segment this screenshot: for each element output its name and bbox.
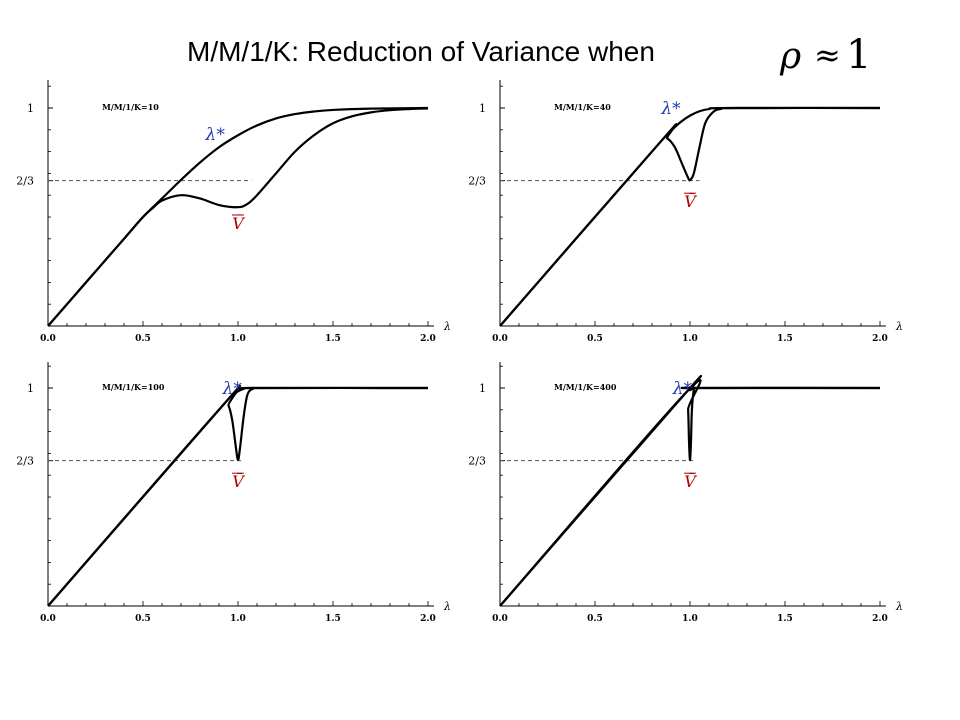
y-tick-label: 2/3	[16, 455, 34, 468]
v-bar-label: V̄	[684, 470, 697, 491]
slide-title: M/M/1/K: Reduction of Variance when ρ ≈ …	[0, 28, 960, 84]
x-tick-label: 0.5	[135, 334, 151, 344]
lambda-star-label: λ*	[672, 379, 693, 399]
x-tick-label: 0.5	[135, 614, 151, 624]
v-bar-curve	[499, 378, 881, 607]
x-tick-label: 0.0	[40, 614, 56, 624]
lambda-star-curve	[499, 106, 881, 327]
x-tick-label: 2.0	[420, 614, 436, 624]
formula-rho: ρ	[779, 36, 801, 77]
x-tick-label: 1.0	[682, 334, 698, 344]
panel-label: M/M/1/K=100	[102, 382, 165, 392]
v-bar-curve	[499, 106, 881, 327]
y-tick-label: 1	[27, 382, 34, 395]
x-tick-label: 1.5	[325, 614, 341, 624]
x-tick-label: 1.5	[325, 334, 341, 344]
formula-approx: ≈	[814, 36, 841, 74]
chart-panel-k100: 0.0 0.5 1.0 1.5 2.0 λ 1 2/3 M/M/1/K=100 λ* V̄	[16, 362, 451, 624]
formula-one: 1	[846, 32, 871, 78]
v-bar-label: V̄	[232, 470, 245, 491]
lambda-star-curve	[47, 384, 429, 607]
x-axis-name: λ	[443, 600, 451, 613]
lambda-star-label: λ*	[205, 125, 226, 145]
x-tick-label: 2.0	[872, 334, 888, 344]
rho-approx-one-formula: ρ ≈ 1	[779, 32, 871, 78]
x-tick-label: 1.5	[777, 334, 793, 344]
panel-label: M/M/1/K=10	[102, 102, 159, 112]
x-tick-label: 1.0	[682, 614, 698, 624]
x-tick-label: 0.0	[40, 334, 56, 344]
x-tick-label: 0.5	[587, 614, 603, 624]
x-tick-label: 0.0	[492, 334, 508, 344]
y-tick-label: 2/3	[468, 455, 486, 468]
lambda-star-label: λ*	[660, 99, 681, 119]
y-tick-label: 2/3	[16, 175, 34, 188]
y-tick-label: 1	[479, 382, 486, 395]
chart-panel-k400: 0.0 0.5 1.0 1.5 2.0 λ 1 2/3 M/M/1/K=400 λ* V̄	[468, 362, 903, 624]
chart-panel-k40: 0.0 0.5 1.0 1.5 2.0 λ 1 2/3 M/M/1/K=40 λ* V̄	[468, 80, 903, 344]
x-tick-label: 2.0	[420, 334, 436, 344]
y-tick-label: 2/3	[468, 175, 486, 188]
x-tick-label: 2.0	[872, 614, 888, 624]
lambda-star-label: λ*	[222, 379, 243, 399]
x-axis-name: λ	[895, 320, 903, 333]
panel-label: M/M/1/K=40	[554, 102, 611, 112]
panel-label: M/M/1/K=400	[554, 382, 617, 392]
x-axis-name: λ	[443, 320, 451, 333]
y-tick-label: 1	[27, 102, 34, 115]
x-tick-label: 0.5	[587, 334, 603, 344]
v-bar-curve	[47, 386, 429, 607]
v-bar-label: V̄	[232, 212, 245, 233]
x-tick-label: 0.0	[492, 614, 508, 624]
chart-panel-k10: 0.0 0.5 1.0 1.5 2.0 λ 1 2/3 M/M/1/K=10 λ* V̄	[16, 80, 451, 344]
x-tick-label: 1.0	[230, 614, 246, 624]
x-tick-label: 1.5	[777, 614, 793, 624]
x-tick-label: 1.0	[230, 334, 246, 344]
slide-title-text: M/M/1/K: Reduction of Variance when	[187, 36, 655, 67]
v-bar-curve	[47, 107, 429, 327]
x-axis-name: λ	[895, 600, 903, 613]
v-bar-label: V̄	[684, 190, 697, 211]
y-tick-label: 1	[479, 102, 486, 115]
